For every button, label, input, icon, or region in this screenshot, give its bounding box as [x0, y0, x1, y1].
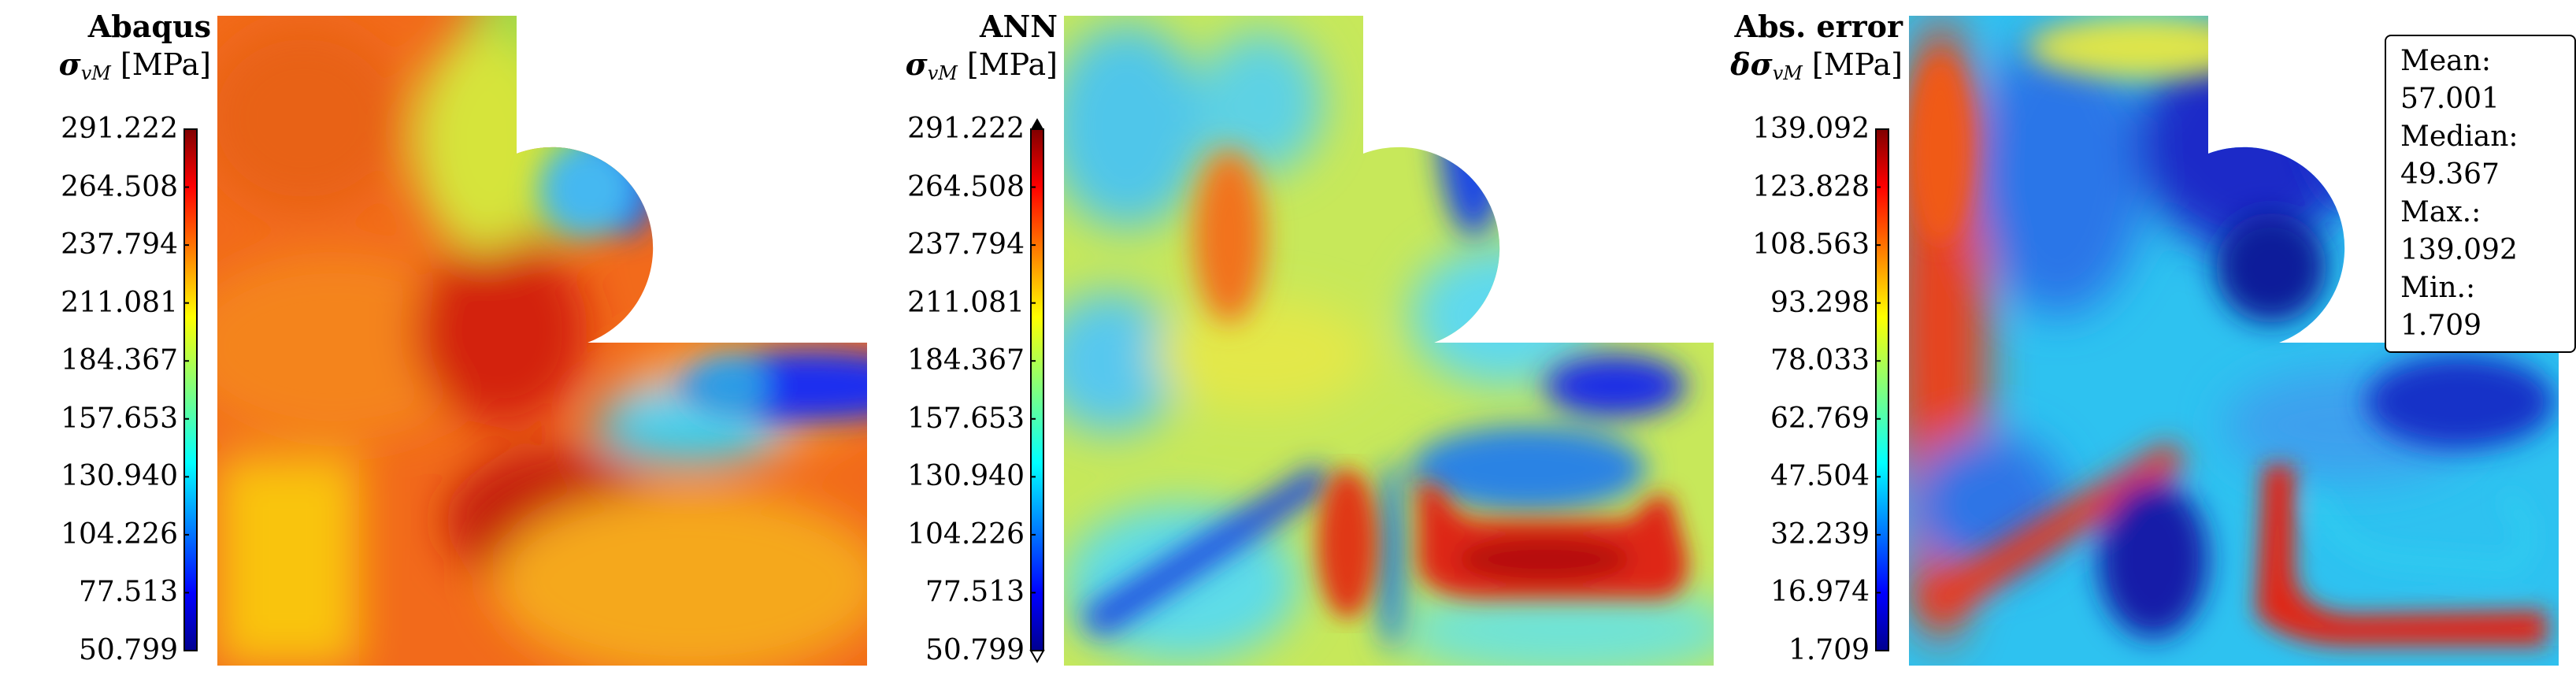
- stress-contour-map: [1064, 16, 1714, 666]
- colorbar-tick-label: 184.367: [61, 344, 178, 377]
- quantity-label: σvM [MPa]: [906, 49, 1058, 89]
- colorbar-tick-label: 291.222: [61, 113, 178, 145]
- stat-min: Min.: 1.709: [2400, 272, 2482, 342]
- colorbar-tick-label: 108.563: [1752, 228, 1870, 262]
- colorbar-tick-label: 104.226: [907, 518, 1025, 551]
- colorbar: [183, 128, 198, 651]
- quantity-subscript: vM: [1772, 62, 1803, 84]
- colorbar-tick-label: 62.769: [1770, 402, 1870, 435]
- colorbar-tick-label: 291.222: [907, 113, 1025, 145]
- quantity-symbol: σ: [58, 46, 81, 82]
- colorbar-tick-label: 264.508: [61, 170, 178, 203]
- colorbar-tick-label: 211.081: [907, 286, 1025, 319]
- colorbar-tick-label: 237.794: [907, 228, 1025, 262]
- colorbar: [1029, 118, 1045, 664]
- quantity-subscript: vM: [80, 62, 111, 84]
- quantity-label: σvM [MPa]: [59, 49, 211, 89]
- quantity-subscript: vM: [927, 62, 958, 84]
- quantity-unit: [MPa]: [1811, 47, 1903, 82]
- panel-abs-error: Abs. error δσvM [MPa] 139.092 123.828 108.…: [1692, 0, 2576, 690]
- plot-title: ANN: [980, 9, 1058, 44]
- colorbar-tick-label: 47.504: [1770, 460, 1870, 493]
- quantity-label: δσvM [MPa]: [1730, 49, 1903, 89]
- colorbar-tick-label: 104.226: [61, 518, 178, 551]
- colorbar-tick-label: 50.799: [925, 634, 1025, 666]
- colorbar-tick-label: 130.940: [61, 460, 178, 493]
- colorbar-tick-label: 78.033: [1770, 344, 1870, 377]
- colorbar-tick-label: 264.508: [907, 170, 1025, 203]
- quantity-symbol: σ: [905, 46, 928, 82]
- colorbar-tick-label: 123.828: [1752, 170, 1870, 203]
- colorbar-tick-label: 50.799: [79, 634, 178, 666]
- stress-contour-map: [217, 16, 867, 666]
- quantity-unit: [MPa]: [966, 47, 1058, 82]
- quantity-prefix: δ: [1730, 46, 1751, 82]
- panel-ann: ANN σvM [MPa] 291.222 264.508 237.794 211.0…: [847, 0, 1714, 690]
- quantity-symbol: σ: [1750, 46, 1773, 82]
- colorbar-tick-label: 130.940: [907, 460, 1025, 493]
- stat-mean: Mean: 57.001: [2400, 45, 2500, 115]
- colorbar: [1875, 128, 1889, 651]
- colorbar-extend-max: [1031, 118, 1043, 129]
- colorbar-tick-label: 157.653: [907, 402, 1025, 435]
- colorbar-tick-label: 139.092: [1752, 113, 1870, 145]
- panel-abaqus: Abaqus σvM [MPa] 291.222 264.508 237.794 21…: [0, 0, 867, 690]
- quantity-unit: [MPa]: [120, 47, 211, 82]
- colorbar-tick-label: 237.794: [61, 228, 178, 262]
- plot-title: Abaqus: [87, 9, 211, 44]
- colorbar-tick-label: 16.974: [1770, 576, 1870, 609]
- colorbar-extend-min: [1029, 650, 1045, 664]
- colorbar-tick-label: 211.081: [61, 286, 178, 319]
- colorbar-tick-label: 157.653: [61, 402, 178, 435]
- colorbar-tick-label: 1.709: [1788, 634, 1870, 666]
- stat-median: Median: 49.367: [2400, 121, 2519, 191]
- colorbar-tick-label: 77.513: [925, 576, 1025, 609]
- colorbar-tick-label: 32.239: [1770, 518, 1870, 551]
- colorbar-tick-label: 77.513: [79, 576, 178, 609]
- statistics-box: Mean: 57.001 Median: 49.367 Max.: 139.09…: [2385, 35, 2576, 353]
- plot-title: Abs. error: [1734, 9, 1903, 44]
- colorbar-tick-label: 184.367: [907, 344, 1025, 377]
- stat-max: Max.: 139.092: [2400, 196, 2518, 266]
- colorbar-tick-label: 93.298: [1770, 286, 1870, 319]
